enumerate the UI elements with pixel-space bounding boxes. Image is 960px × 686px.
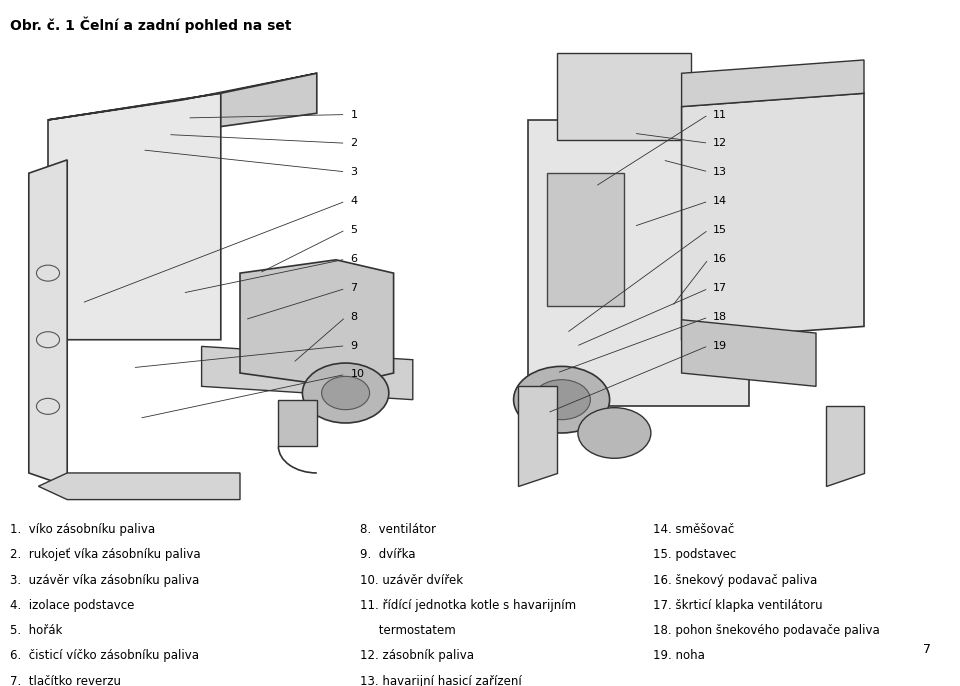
Text: 2: 2 [350, 138, 357, 148]
Polygon shape [518, 386, 557, 486]
Text: 1: 1 [350, 110, 357, 119]
Polygon shape [48, 93, 221, 340]
Polygon shape [278, 400, 317, 447]
Text: 8.  ventilátor: 8. ventilátor [360, 523, 436, 536]
Text: 12. zásobník paliva: 12. zásobník paliva [360, 650, 474, 663]
Polygon shape [826, 406, 864, 486]
Text: 3: 3 [350, 167, 357, 177]
Text: 17. škrticí klapka ventilátoru: 17. škrticí klapka ventilátoru [653, 599, 823, 612]
Polygon shape [547, 173, 624, 307]
Circle shape [578, 407, 651, 458]
Polygon shape [221, 73, 317, 126]
Polygon shape [528, 120, 749, 406]
Polygon shape [682, 60, 864, 106]
Polygon shape [240, 260, 394, 386]
Text: Obr. č. 1 Čelní a zadní pohled na set: Obr. č. 1 Čelní a zadní pohled na set [10, 16, 291, 33]
Text: 9.  dvířka: 9. dvířka [360, 548, 416, 561]
Text: 4.  izolace podstavce: 4. izolace podstavce [10, 599, 134, 612]
Circle shape [514, 366, 610, 433]
Text: 9: 9 [350, 341, 357, 351]
Text: 3.  uzávěr víka zásobníku paliva: 3. uzávěr víka zásobníku paliva [10, 573, 199, 587]
Circle shape [322, 377, 370, 410]
Text: 10: 10 [350, 369, 365, 379]
Polygon shape [557, 54, 691, 140]
Text: 16: 16 [713, 254, 728, 264]
Text: 16. šnekový podavač paliva: 16. šnekový podavač paliva [653, 573, 817, 587]
Text: 14: 14 [713, 196, 728, 206]
Polygon shape [48, 73, 317, 120]
Text: 7: 7 [924, 643, 931, 656]
Text: 11: 11 [713, 110, 728, 119]
Text: 6: 6 [350, 254, 357, 264]
Text: 19: 19 [713, 341, 728, 351]
Polygon shape [29, 160, 67, 486]
Text: 18. pohon šnekového podavače paliva: 18. pohon šnekového podavače paliva [653, 624, 879, 637]
Text: 13. havarijní hasicí zařízení: 13. havarijní hasicí zařízení [360, 675, 521, 686]
Polygon shape [202, 346, 413, 400]
Text: 1.  víko zásobníku paliva: 1. víko zásobníku paliva [10, 523, 155, 536]
Text: 15. podstavec: 15. podstavec [653, 548, 736, 561]
Text: 13: 13 [713, 167, 728, 177]
Text: 10. uzávěr dvířek: 10. uzávěr dvířek [360, 573, 463, 587]
Text: termostatem: termostatem [360, 624, 456, 637]
Text: 7: 7 [350, 283, 357, 294]
Polygon shape [682, 93, 864, 340]
Text: 8: 8 [350, 312, 357, 322]
Text: 18: 18 [713, 312, 728, 322]
Text: 7.  tlačítko reverzu: 7. tlačítko reverzu [10, 675, 121, 686]
Text: 15: 15 [713, 225, 728, 235]
Text: 14. směšovač: 14. směšovač [653, 523, 734, 536]
Polygon shape [38, 473, 240, 499]
Text: 4: 4 [350, 196, 357, 206]
Text: 5: 5 [350, 225, 357, 235]
Text: 12: 12 [713, 138, 728, 148]
Text: 5.  hořák: 5. hořák [10, 624, 62, 637]
Text: 6.  čisticí víčko zásobníku paliva: 6. čisticí víčko zásobníku paliva [10, 650, 199, 663]
Text: 19. noha: 19. noha [653, 650, 705, 663]
Text: 11. řídící jednotka kotle s havarijním: 11. řídící jednotka kotle s havarijním [360, 599, 576, 612]
Polygon shape [682, 320, 816, 386]
Circle shape [302, 363, 389, 423]
Text: 2.  rukojeť víka zásobníku paliva: 2. rukojeť víka zásobníku paliva [10, 548, 201, 561]
Text: 17: 17 [713, 283, 728, 294]
Circle shape [533, 379, 590, 420]
